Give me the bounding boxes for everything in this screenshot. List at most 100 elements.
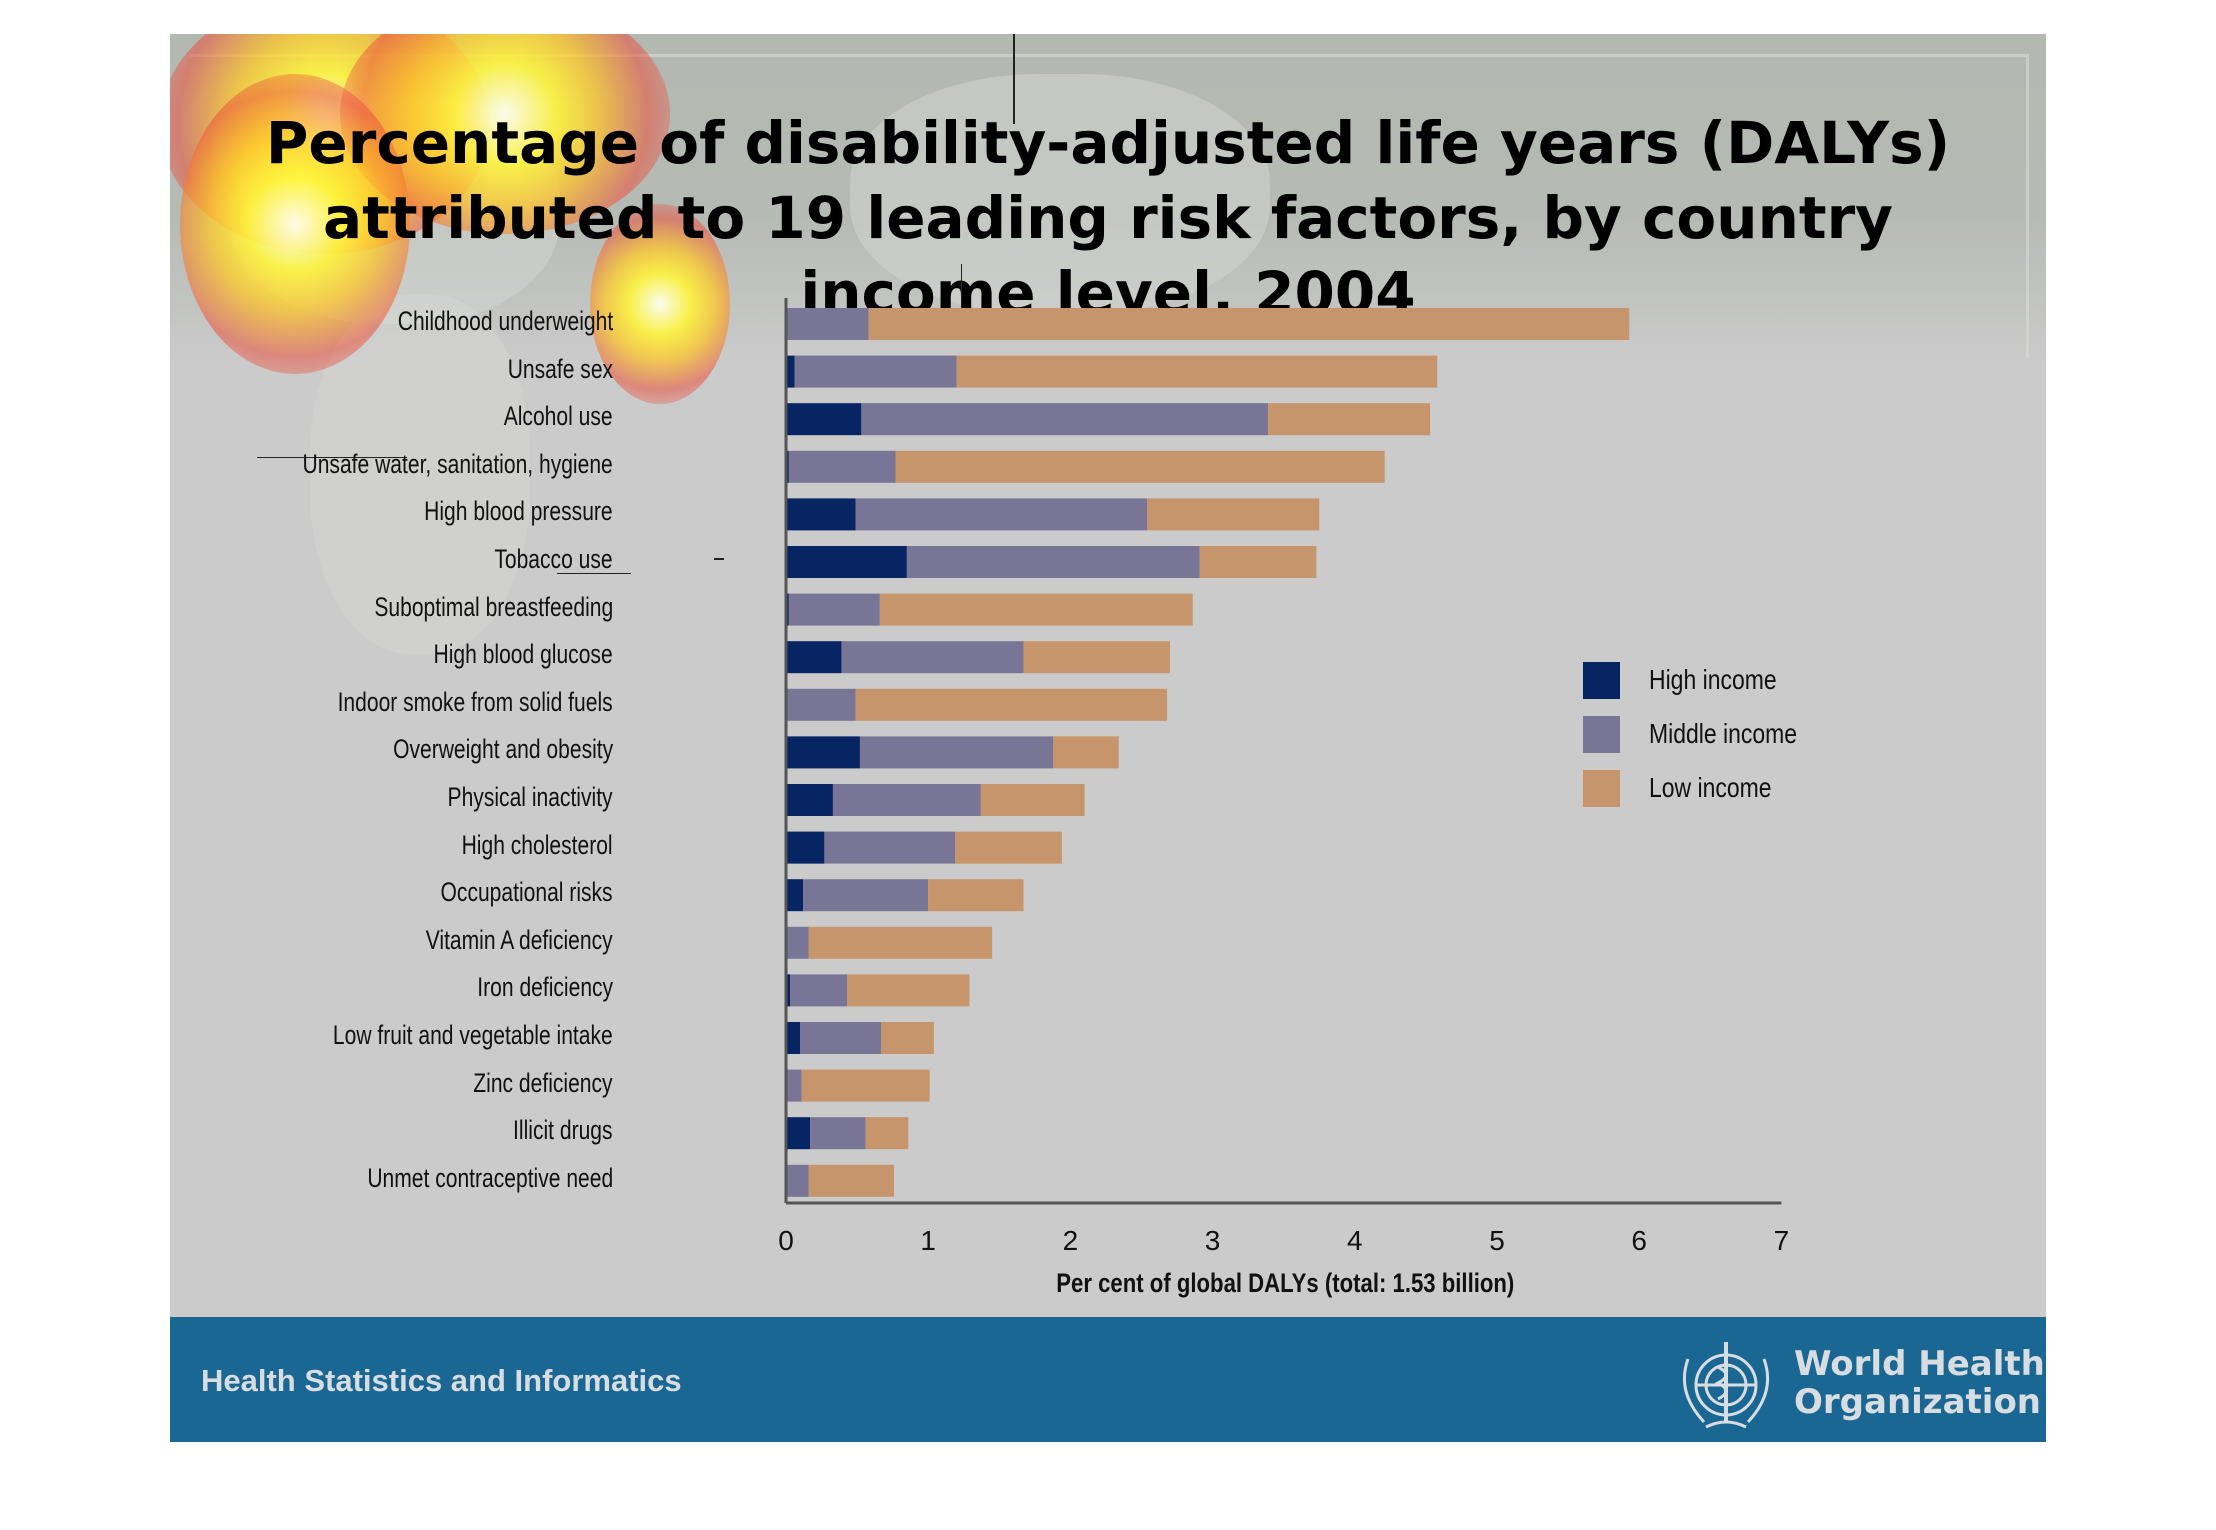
category-label: Illicit drugs	[513, 1115, 613, 1146]
who-emblem-icon	[1682, 1342, 1770, 1429]
bar-segment-high-income	[786, 546, 907, 578]
legend-swatch-low-income	[1583, 770, 1620, 807]
annotation-line	[1013, 34, 1015, 124]
slide: Percentage of disability-adjusted life y…	[170, 34, 2046, 1442]
bar-segment-high-income	[786, 355, 795, 388]
bar-segment-low-income	[855, 688, 1168, 721]
bar-segment-high-income	[786, 498, 856, 531]
x-tick-label: 5	[1489, 1225, 1505, 1256]
bar-segment-middle-income	[786, 688, 856, 721]
footer-text: Health Statistics and Informatics	[201, 1363, 682, 1398]
bar-segment-high-income	[786, 784, 833, 816]
bar-segment-middle-income	[786, 1069, 802, 1102]
bar-segment-middle-income	[855, 498, 1148, 531]
x-tick-label: 0	[778, 1225, 794, 1256]
x-axis-label: Per cent of global DALYs (total: 1.53 bi…	[1055, 1268, 1515, 1298]
category-label: Unsafe sex	[507, 353, 613, 384]
legend-swatch-middle-income	[1583, 716, 1620, 753]
bar-segment-middle-income	[824, 831, 956, 864]
legend-label: Low income	[1649, 772, 1772, 803]
bar-segment-middle-income	[859, 736, 1054, 769]
who-logo-line-2: Organization	[1794, 1382, 2042, 1422]
category-label: High blood glucose	[433, 639, 613, 670]
category-label: High blood pressure	[424, 496, 613, 527]
category-label: Overweight and obesity	[392, 734, 613, 765]
bar-segment-low-income	[865, 1117, 909, 1150]
bar-segment-high-income	[786, 879, 804, 912]
bar-segment-middle-income	[788, 450, 896, 483]
bar-segment-low-income	[1023, 641, 1170, 674]
category-label: Low fruit and vegetable intake	[333, 1020, 613, 1050]
bar-segment-high-income	[786, 974, 791, 1007]
bar-segment-middle-income	[794, 355, 957, 388]
bar-segment-low-income	[955, 831, 1062, 864]
title-line-2: attributed to 19 leading risk factors, b…	[323, 184, 1893, 252]
bar-segment-middle-income	[861, 403, 1269, 436]
bar-segment-high-income	[786, 1117, 811, 1150]
annotation-tick	[714, 558, 724, 560]
bar-segment-middle-income	[810, 1117, 866, 1150]
bar-segment-middle-income	[832, 784, 981, 816]
bar-segment-low-income	[1268, 403, 1431, 436]
world-map-shape	[850, 74, 1270, 314]
x-tick-label: 3	[1205, 1225, 1221, 1256]
annotation-line	[961, 264, 962, 326]
category-label: Indoor smoke from solid fuels	[337, 686, 613, 717]
bar-segment-low-income	[1147, 498, 1320, 531]
bar-segment-middle-income	[788, 593, 880, 626]
bar-segment-low-income	[895, 450, 1385, 483]
category-label: Occupational risks	[440, 877, 613, 908]
title-line-1: Percentage of disability-adjusted life y…	[265, 109, 1951, 177]
bar-segment-low-income	[847, 974, 970, 1007]
bar-segment-middle-income	[841, 641, 1024, 674]
bar-segment-middle-income	[800, 1022, 882, 1054]
category-label: Vitamin A deficiency	[426, 924, 613, 955]
legend-swatch-high-income	[1583, 662, 1620, 699]
bar-segment-low-income	[868, 308, 1630, 340]
title-frame	[190, 54, 2029, 357]
bar-segment-low-income	[928, 879, 1024, 912]
category-label: Suboptimal breastfeeding	[374, 591, 613, 622]
category-label: Unmet contraceptive need	[367, 1162, 613, 1193]
x-tick-label: 6	[1631, 1225, 1647, 1256]
category-label: Alcohol use	[504, 401, 613, 432]
x-tick-label: 7	[1774, 1225, 1790, 1256]
bar-segment-middle-income	[786, 1164, 809, 1197]
legend-label: Middle income	[1649, 718, 1798, 749]
category-label: Iron deficiency	[477, 972, 613, 1003]
annotation-line	[257, 457, 407, 458]
bar-segment-middle-income	[786, 926, 809, 959]
bar-segment-low-income	[956, 355, 1438, 388]
bar-chart: 0 1 2 3 4 5 6 7	[778, 298, 1790, 1256]
x-tick-label: 1	[920, 1225, 936, 1256]
footer-bar: Health Statistics and Informatics World …	[170, 1317, 2046, 1442]
who-logo-line-1: World Health	[1794, 1344, 2045, 1384]
bar-segment-middle-income	[790, 974, 848, 1007]
category-label: Childhood underweight	[397, 306, 613, 336]
category-label: Unsafe water, sanitation, hygiene	[302, 448, 613, 479]
bar-segment-low-income	[808, 926, 993, 959]
bar-segment-middle-income	[906, 546, 1200, 578]
bar-segment-low-income	[808, 1164, 895, 1197]
bar-segment-low-income	[801, 1069, 930, 1102]
legend-label: High income	[1649, 664, 1777, 695]
bar-segment-high-income	[786, 641, 842, 674]
bar-segment-high-income	[786, 736, 860, 769]
annotation-line	[557, 573, 631, 574]
category-label: High cholesterol	[461, 829, 613, 860]
who-logo-text: World Health Organization	[1794, 1345, 2045, 1421]
category-label: Zinc deficiency	[473, 1067, 613, 1098]
bar-segment-high-income	[786, 403, 862, 436]
bar-segment-high-income	[786, 831, 825, 864]
bar-segment-high-income	[786, 1022, 801, 1054]
bar-segment-low-income	[980, 784, 1085, 816]
bar-segment-low-income	[1199, 546, 1317, 578]
bar-segment-middle-income	[803, 879, 929, 912]
bar-segment-low-income	[1053, 736, 1119, 769]
bar-segment-low-income	[881, 1022, 934, 1054]
category-label: Tobacco use	[494, 544, 613, 574]
category-label: Physical inactivity	[447, 782, 613, 812]
bar-segment-low-income	[879, 593, 1193, 626]
x-tick-label: 4	[1347, 1225, 1363, 1256]
x-axis-label-wrap: Per cent of global DALYs (total: 1.53 bi…	[170, 1268, 2046, 1299]
